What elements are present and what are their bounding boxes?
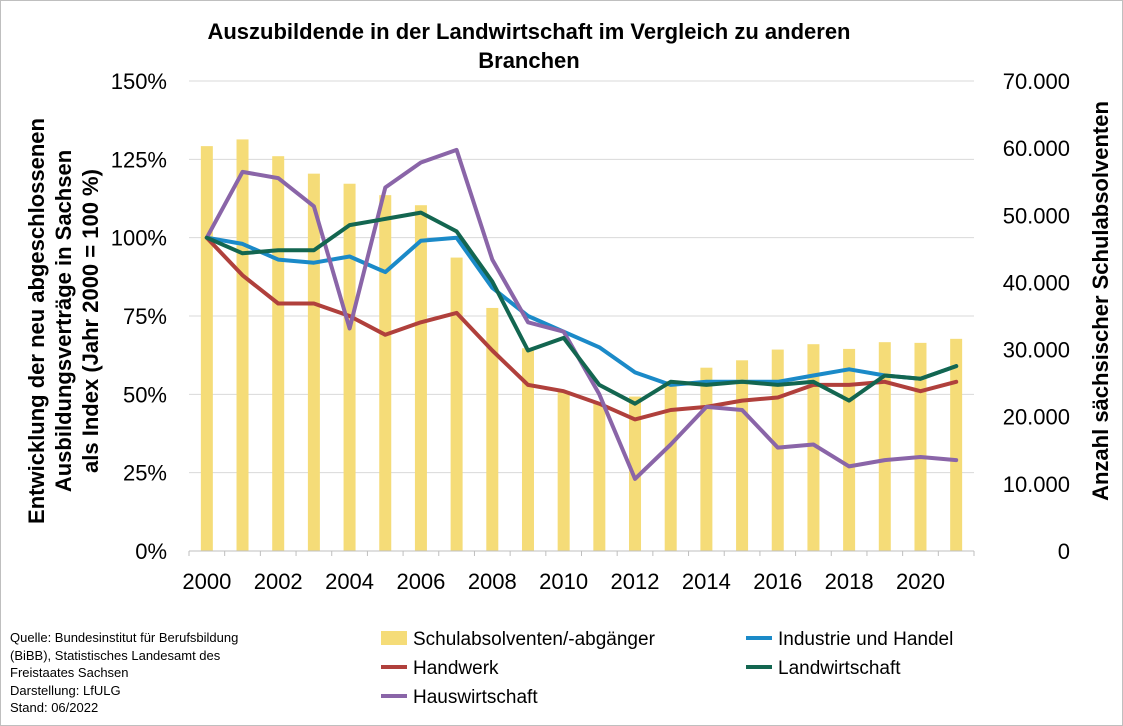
x-tick-label-2006: 2006 — [396, 569, 445, 594]
y-left-tick-label-3: 75% — [123, 304, 167, 329]
bar-2016 — [771, 349, 784, 551]
bar-2004 — [343, 183, 356, 551]
bar-2005 — [379, 195, 392, 551]
x-tick-label-2014: 2014 — [682, 569, 731, 594]
x-tick-label-2018: 2018 — [825, 569, 874, 594]
bar-2008 — [486, 307, 499, 551]
x-tick-label-2004: 2004 — [325, 569, 374, 594]
bar-2018 — [843, 348, 856, 551]
line-landwirtschaft — [204, 210, 959, 406]
x-tick-label-2002: 2002 — [254, 569, 303, 594]
y-left-tick-label-0: 0% — [135, 539, 167, 564]
source-line-2: (BiBB), Statistisches Landesamt des — [10, 647, 221, 663]
y-right-tick-label-6: 60.000 — [1003, 136, 1070, 161]
y-axis-label-left: Entwicklung der neu abgeschlossenen Ausb… — [24, 118, 103, 524]
axes: 2000 2002 2004 2006 2008 2010 2012 2014 2016 2018… — [111, 69, 1070, 594]
bar-2010 — [557, 391, 570, 551]
legend-label-landwirtschaft: Landwirtschaft — [778, 658, 901, 679]
y-left-tick-label-2: 50% — [123, 382, 167, 407]
y-right-tick-label-0: 0 — [1058, 539, 1070, 564]
y-axis-label-right: Anzahl sächsischer Schulabsolventen — [1088, 101, 1113, 501]
y-right-tick-label-3: 30.000 — [1003, 338, 1070, 363]
source-line-1: Quelle: Bundesinstitut für Berufsbildung — [10, 630, 239, 645]
chart-title-line-2: Branchen — [478, 48, 579, 73]
y-right-tick-label-1: 10.000 — [1003, 472, 1070, 497]
legend-swatch-schulabsolventen-abg-nger — [381, 631, 407, 645]
bar-2000 — [200, 146, 213, 551]
x-tick-label-2000: 2000 — [182, 569, 231, 594]
y-axis-label-left-line-3: als Index (Jahr 2000 = 100 %) — [78, 169, 103, 473]
bar-2017 — [807, 344, 820, 551]
y-axis-label-left-line-2: Ausbildungsverträge in Sachsen — [51, 150, 76, 492]
credit-line: Darstellung: LfULG — [10, 682, 121, 698]
y-left-tick-label-1: 25% — [123, 461, 167, 486]
bar-2007 — [450, 257, 463, 551]
legend-label-handwerk: Handwerk — [413, 658, 499, 679]
y-left-tick-label-6: 150% — [111, 69, 167, 94]
x-tick-label-2020: 2020 — [896, 569, 945, 594]
bar-2012 — [629, 396, 642, 551]
bar-2013 — [664, 381, 677, 551]
bar-2020 — [914, 342, 927, 551]
bar-series — [200, 139, 963, 551]
line-handwerk — [204, 235, 959, 422]
line-industrie-und-handel — [204, 235, 959, 387]
bar-2001 — [236, 139, 249, 551]
bar-2003 — [307, 173, 320, 551]
legend: Schulabsolventen/-abgänger Industrie und … — [381, 629, 953, 708]
legend-label-hauswirtschaft: Hauswirtschaft — [413, 687, 538, 708]
date-line: Stand: 06/2022 — [10, 700, 99, 715]
source-note: Quelle: Bundesinstitut für Berufsbildung… — [10, 629, 310, 717]
bar-2014 — [700, 367, 713, 551]
bar-2002 — [272, 156, 285, 551]
x-tick-label-2008: 2008 — [468, 569, 517, 594]
chart-title-line-1: Auszubildende in der Landwirtschaft im V… — [207, 19, 850, 44]
legend-label-industrie-und-handel: Industrie und Handel — [778, 629, 953, 650]
bar-2006 — [414, 205, 427, 551]
y-axis-label-left-line-1: Entwicklung der neu abgeschlossenen — [24, 118, 49, 524]
grid — [189, 80, 974, 474]
chart-title: Auszubildende in der Landwirtschaft im V… — [207, 19, 850, 73]
y-right-tick-label-7: 70.000 — [1003, 69, 1070, 94]
source-line-3: Freistaates Sachsen — [10, 665, 129, 680]
x-tick-label-2016: 2016 — [753, 569, 802, 594]
line-series — [204, 147, 959, 481]
legend-label-schulabsolventen-abg-nger: Schulabsolventen/-abgänger — [413, 629, 656, 650]
y-left-tick-label-4: 100% — [111, 226, 167, 251]
y-right-tick-label-2: 20.000 — [1003, 405, 1070, 430]
bar-2009 — [521, 348, 534, 551]
bar-2011 — [593, 403, 606, 551]
y-right-tick-label-4: 40.000 — [1003, 270, 1070, 295]
x-tick-label-2012: 2012 — [611, 569, 660, 594]
bar-2021 — [950, 338, 963, 551]
y-left-tick-label-5: 125% — [111, 147, 167, 172]
bar-2015 — [736, 360, 749, 551]
x-tick-label-2010: 2010 — [539, 569, 588, 594]
bar-2019 — [878, 342, 891, 551]
y-right-tick-label-5: 50.000 — [1003, 203, 1070, 228]
